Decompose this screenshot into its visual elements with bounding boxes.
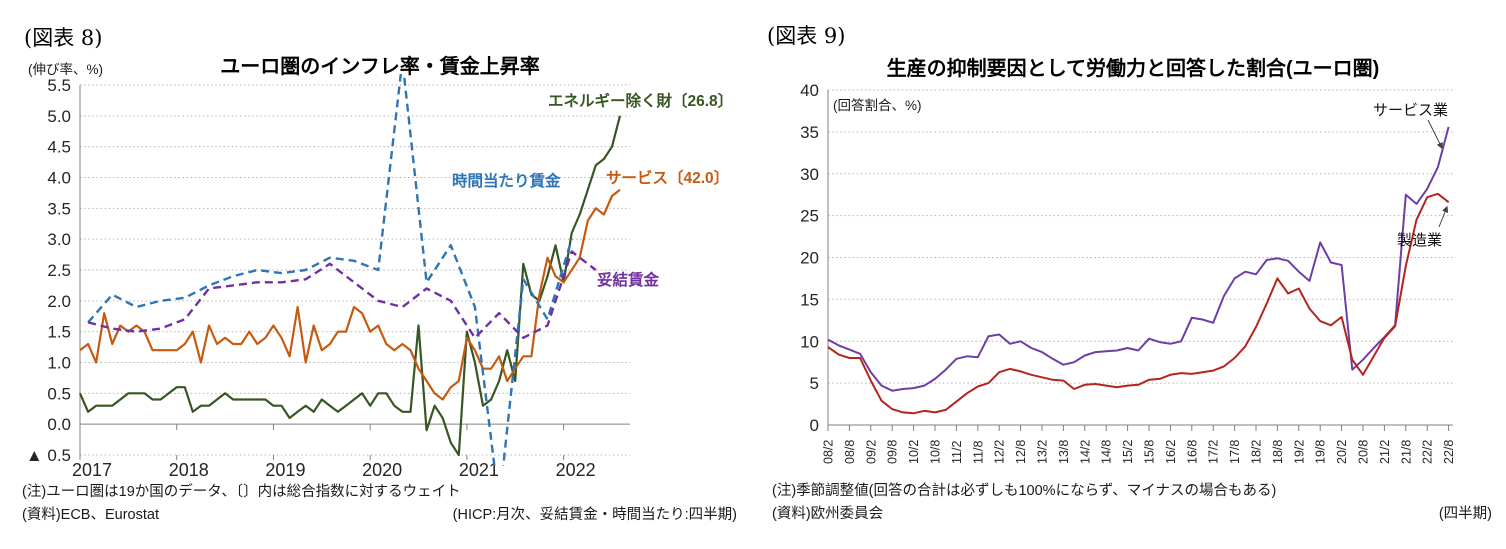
x-axis-quarter-label: 14/8: [1100, 440, 1114, 464]
x-axis-quarter-label: 16/2: [1164, 440, 1178, 464]
series-line-妥結賃金: [87, 250, 597, 339]
y-axis-tick-label: 4.5: [47, 138, 71, 157]
series-label-services-industry: サービス業: [1373, 102, 1449, 119]
figure9-title: 生産の抑制要因として労働力と回答した割合(ユーロ圏): [886, 58, 1380, 80]
x-axis-quarter-label: 11/8: [971, 441, 985, 464]
x-axis-quarter-label: 10/8: [929, 440, 943, 464]
series-line-サービス業: [827, 126, 1450, 392]
y-axis-tick-label: 2.5: [47, 261, 71, 280]
figure9-y-axis-caption: (回答割合、%): [833, 98, 922, 113]
y-axis-tick-label: ▲ 0.5: [26, 446, 71, 465]
series-label-hourly-wages: 時間当たり賃金: [452, 173, 561, 190]
y-axis-tick-label: 20: [800, 249, 819, 268]
y-axis-tick-label: 3.5: [47, 199, 71, 218]
y-axis-tick-label: 25: [800, 207, 819, 226]
y-axis-tick-label: 1.0: [47, 354, 71, 373]
x-axis-quarter-label: 10/2: [907, 440, 921, 464]
x-axis-quarter-label: 12/8: [1014, 440, 1028, 464]
x-axis-quarter-label: 17/8: [1228, 440, 1242, 464]
x-axis-quarter-label: 08/8: [843, 440, 857, 464]
series-label-manufacturing: 製造業: [1397, 232, 1443, 249]
x-axis-quarter-label: 18/8: [1271, 440, 1285, 464]
y-axis-tick-label: 1.5: [47, 323, 71, 342]
x-axis-quarter-label: 19/8: [1314, 440, 1328, 464]
x-axis-year-label: 2019: [265, 460, 305, 480]
services-label-arrow: [1427, 119, 1443, 150]
y-axis-tick-label: 0.5: [47, 384, 71, 403]
x-axis-quarter-label: 17/2: [1207, 440, 1221, 464]
x-axis-quarter-label: 13/2: [1036, 440, 1050, 464]
x-axis-quarter-label: 18/2: [1250, 440, 1264, 464]
x-axis-quarter-label: 21/2: [1378, 440, 1392, 464]
series-line-製造業: [827, 192, 1450, 415]
figure8-y-axis-caption: (伸び率、%): [28, 62, 103, 77]
y-axis-tick-label: 2.0: [47, 292, 71, 311]
x-axis-quarter-label: 14/2: [1078, 440, 1092, 464]
y-axis-tick-label: 4.0: [47, 169, 71, 188]
x-axis-quarter-label: 22/2: [1421, 440, 1435, 464]
y-axis-tick-label: 40: [800, 81, 819, 100]
figure8-source-note: (資料)ECB、Eurostat: [22, 507, 159, 523]
x-axis-quarter-label: 11/2: [950, 441, 964, 464]
x-axis-year-label: 2020: [362, 460, 402, 480]
x-axis-year-label: 2021: [459, 460, 499, 480]
figure9-tag: (図表 9): [767, 24, 846, 48]
x-axis-year-label: 2018: [169, 460, 209, 480]
y-axis-tick-label: 5: [810, 374, 819, 393]
series-line-サービス〔42.0〕: [79, 188, 621, 401]
y-axis-tick-label: 30: [800, 165, 819, 184]
x-axis-quarter-label: 12/2: [993, 440, 1007, 464]
series-line-時間当たり賃金: [87, 74, 573, 466]
x-axis-quarter-label: 22/8: [1442, 440, 1456, 464]
y-axis-tick-label: 3.0: [47, 230, 71, 249]
figure8-title: ユーロ圏のインフレ率・賃金上昇率: [220, 56, 540, 78]
x-axis-quarter-label: 20/2: [1335, 440, 1349, 464]
x-axis-quarter-label: 09/2: [864, 440, 878, 464]
x-axis-quarter-label: 21/8: [1399, 440, 1413, 464]
y-axis-tick-label: 5.5: [47, 76, 71, 95]
series-line-エネルギー除く財〔26.8〕: [78, 115, 622, 457]
figure8-note: (注)ユーロ圏は19か国のデータ、〔〕内は総合指数に対するウェイト: [22, 484, 461, 500]
manufacturing-label-arrow: [1438, 205, 1449, 228]
y-axis-tick-label: 35: [800, 123, 819, 142]
figure9-frequency-note: (四半期): [1438, 506, 1492, 522]
x-axis-quarter-label: 16/8: [1185, 440, 1199, 464]
figure8-panel: 5.5 5.0 4.5 4.0 3.5 3.0 2.5 2.0 1.5 1.0 0.5 0.0 ▲ 0.…: [22, 26, 737, 523]
x-axis-quarter-label: 08/2: [822, 440, 836, 464]
x-axis-quarter-label: 19/2: [1292, 440, 1306, 464]
x-axis-quarter-label: 13/8: [1057, 440, 1071, 464]
x-axis-quarter-label: 15/8: [1143, 440, 1157, 464]
figure9-chart: 0 5 10 15 20 25 30 35 40 08/2 08/8 09/2 09/8 10/2 10/8…: [800, 81, 1456, 464]
x-axis-year-label: 2017: [72, 460, 112, 480]
figure8-tag: (図表 8): [24, 26, 103, 50]
y-axis-tick-label: 0: [810, 416, 819, 435]
x-axis-quarter-label: 15/2: [1121, 440, 1135, 464]
y-axis-tick-label: 15: [800, 290, 819, 309]
y-axis-tick-label: 5.0: [47, 107, 71, 126]
x-axis-quarter-label: 20/8: [1357, 440, 1371, 464]
series-label-goods-ex-energy: エネルギー除く財〔26.8〕: [548, 93, 734, 110]
series-label-negotiated-wages: 妥結賃金: [597, 272, 660, 289]
figure9-panel: 0 5 10 15 20 25 30 35 40 08/2 08/8 09/2 09/8 10/2 10/8…: [753, 0, 1506, 549]
series-label-services: サービス〔42.0〕: [606, 170, 730, 187]
y-axis-tick-label: 0.0: [47, 415, 71, 434]
figure9-source-note: (資料)欧州委員会: [772, 506, 884, 522]
figure9-note: (注)季節調整値(回答の合計は必ずしも100%にならず、マイナスの場合もある): [772, 483, 1277, 499]
y-axis-tick-label: 10: [800, 332, 819, 351]
x-axis-quarter-label: 09/8: [886, 440, 900, 464]
figure8-chart: 5.5 5.0 4.5 4.0 3.5 3.0 2.5 2.0 1.5 1.0 0.5 0.0 ▲ 0.…: [26, 74, 630, 480]
x-axis-year-label: 2022: [556, 460, 596, 480]
figure8-frequency-note: (HICP:月次、妥結賃金・時間当たり:四半期): [452, 507, 737, 523]
